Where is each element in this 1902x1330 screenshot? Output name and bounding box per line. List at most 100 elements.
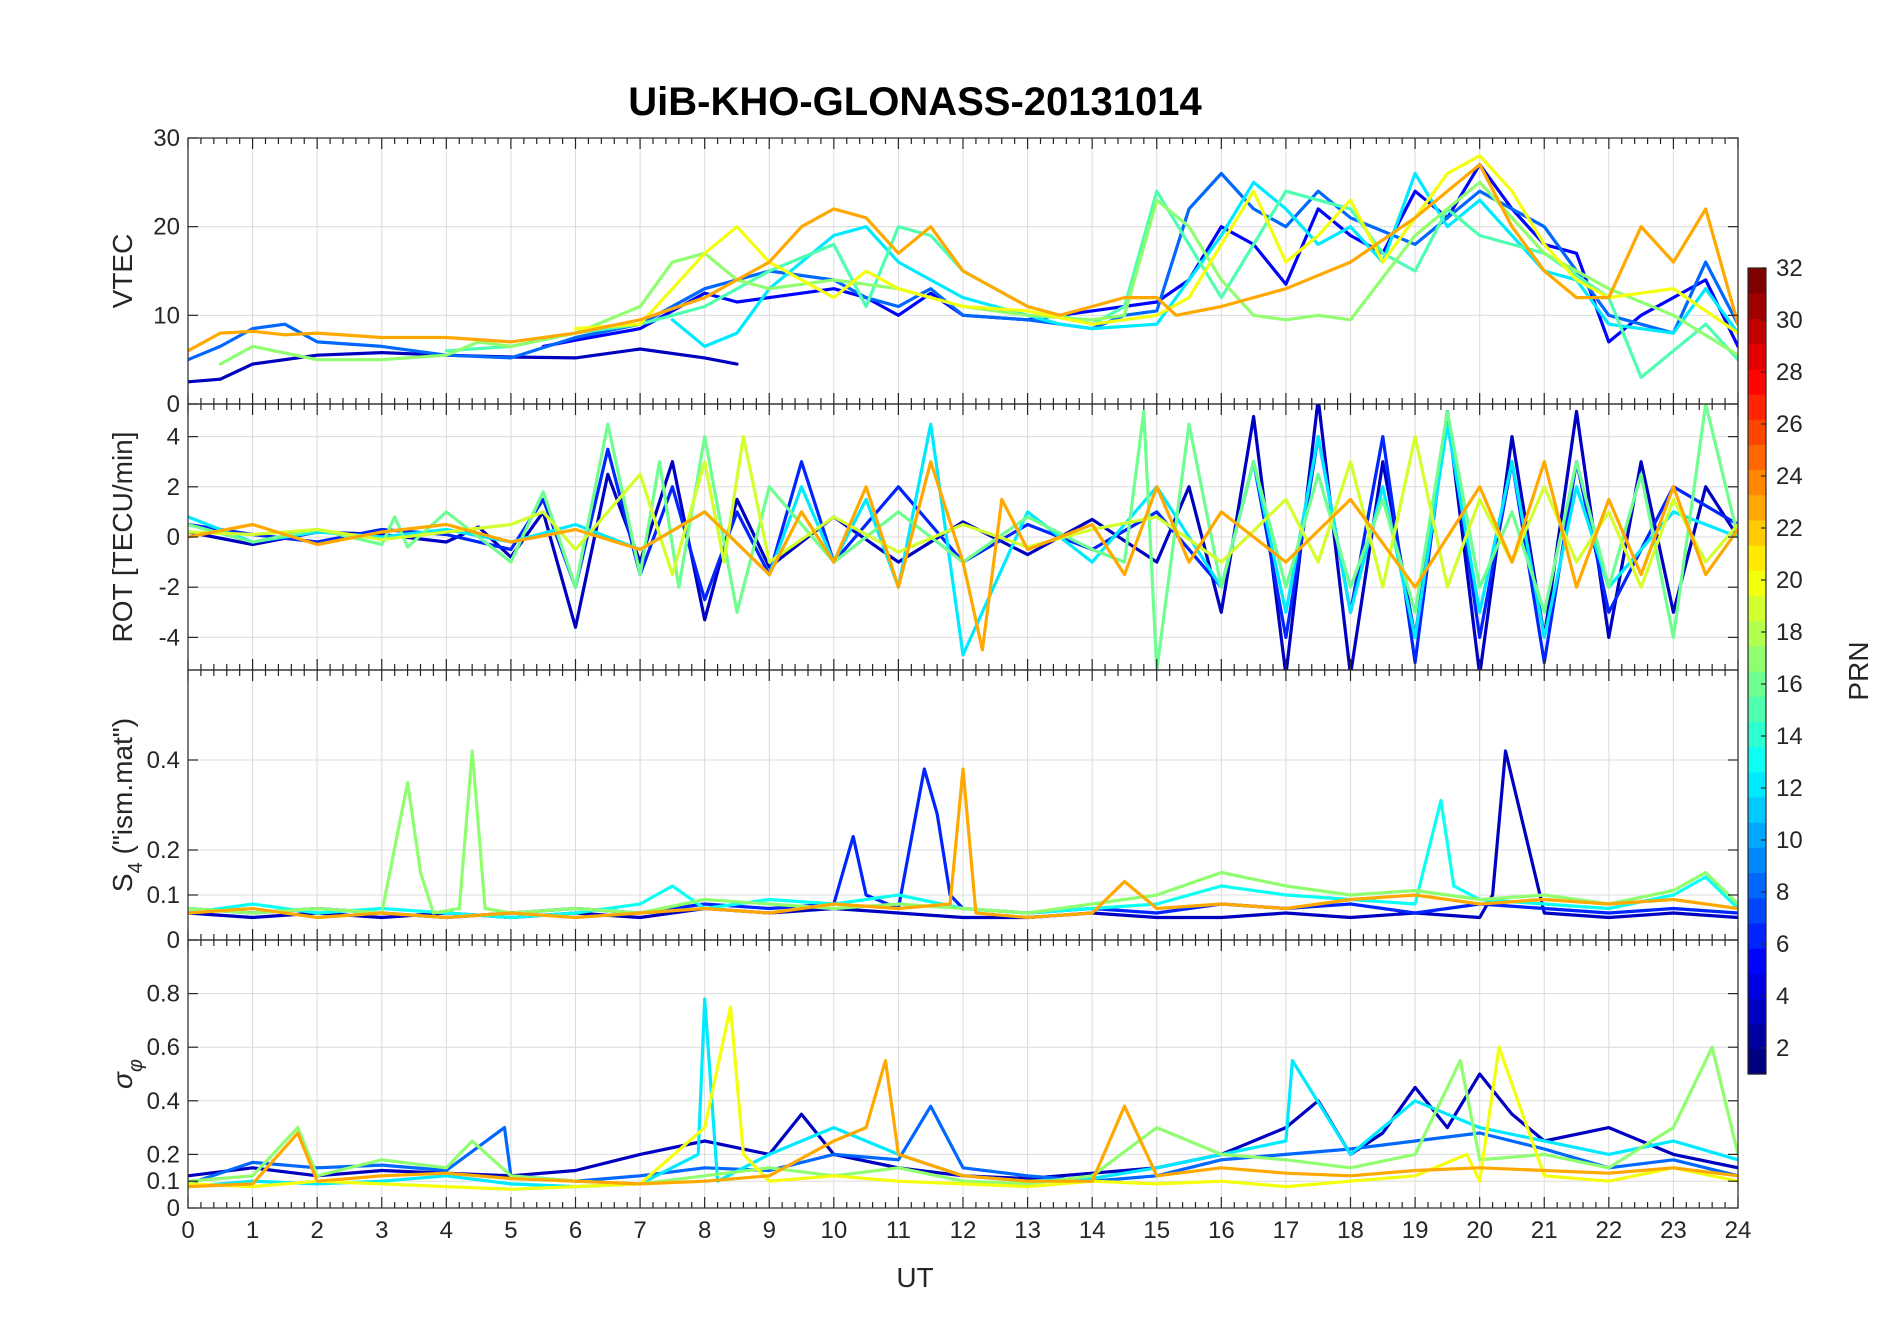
colorbar-tick-label: 30 [1776, 307, 1803, 334]
colorbar-swatch [1748, 293, 1766, 319]
y-tick-label: 10 [153, 302, 180, 329]
colorbar-tick-label: 18 [1776, 619, 1803, 646]
colorbar-swatch [1748, 645, 1766, 672]
y-tick-label: 0.2 [147, 1141, 180, 1168]
colorbar-swatch [1748, 494, 1766, 521]
colorbar-swatch [1748, 393, 1766, 420]
y-axis-label-sigma: σφ [107, 1059, 147, 1089]
series-prn-16 [188, 404, 1738, 670]
x-tick-label: 11 [886, 1217, 911, 1244]
colorbar-swatch [1748, 671, 1766, 697]
y-tick-label: 0.1 [147, 882, 180, 909]
colorbar-swatch [1748, 1023, 1766, 1050]
colorbar-swatch [1748, 268, 1766, 294]
x-tick-label: 5 [504, 1217, 517, 1244]
colorbar-tick-label: 12 [1776, 775, 1803, 802]
y-tick-label: 0.4 [147, 747, 180, 774]
panel-rot: -4 -2 0 2 4 ROT [TECU/min] [107, 403, 1739, 671]
colorbar-swatch [1748, 847, 1766, 874]
colorbar-tick-label: 20 [1776, 567, 1803, 594]
colorbar-swatch [1748, 822, 1766, 848]
x-tick-label: 8 [698, 1217, 711, 1244]
y-tick-label: 0.8 [147, 981, 180, 1008]
x-tick-label: 19 [1402, 1217, 1429, 1244]
colorbar-swatch [1748, 948, 1766, 974]
colorbar-tick-label: 28 [1776, 359, 1803, 386]
colorbar-swatch [1748, 696, 1766, 722]
series-prn-23 [188, 767, 1738, 920]
x-axis-label: UT [896, 1262, 933, 1293]
grid-s4 [187, 670, 1739, 941]
colorbar-swatch [1748, 796, 1766, 823]
series-group-vtec [188, 154, 1738, 384]
colorbar-swatch [1748, 973, 1766, 1000]
y-tick-label: 20 [153, 214, 180, 241]
x-tick-label: 9 [763, 1217, 776, 1244]
x-tick-label: 2 [310, 1217, 323, 1244]
x-tick-label: 16 [1208, 1217, 1235, 1244]
colorbar-frame [1747, 267, 1767, 1075]
x-tick-label: 0 [181, 1217, 194, 1244]
colorbar-tick-label: 2 [1776, 1035, 1789, 1062]
series-prn-23 [188, 460, 1738, 652]
colorbar-tick-label: 14 [1776, 723, 1803, 750]
x-tick-label: 20 [1466, 1217, 1493, 1244]
colorbar-tick-label: 8 [1776, 879, 1789, 906]
colorbar-label: PRN [1843, 641, 1874, 700]
x-tick-label: 23 [1660, 1217, 1687, 1244]
series-prn-17 [188, 1045, 1738, 1186]
colorbar-tick-label: 6 [1776, 931, 1789, 958]
series-prn-20 [573, 154, 1738, 335]
x-tick-label: 4 [440, 1217, 453, 1244]
y-axis-label-s4: S4 ("ism.mat") [107, 718, 147, 892]
colorbar-swatch [1748, 595, 1766, 622]
colorbar-swatch [1748, 922, 1766, 949]
panel-sigma: 00.10.2 0.4 0.6 0.8 σφ [107, 939, 1739, 1222]
y-tick-label: 0.2 [147, 837, 180, 864]
y-tick-label: 0 [167, 524, 180, 551]
x-ticks-vtec [187, 137, 1739, 405]
x-tick-label: 1 [246, 1217, 259, 1244]
series-prn-23 [188, 163, 1738, 353]
series-prn-8 [188, 171, 1738, 362]
y-tick-label: 0.1 [147, 1168, 180, 1195]
series-group-rot [188, 404, 1738, 670]
series-prn-5 [541, 163, 1738, 348]
y-tick-label: 0 [167, 927, 180, 954]
x-ticks-s4 [187, 670, 1739, 941]
series-prn-17 [188, 749, 1738, 915]
x-tick-label: 17 [1273, 1217, 1300, 1244]
x-tick-label: 13 [1014, 1217, 1041, 1244]
x-tick-label: 22 [1595, 1217, 1622, 1244]
colorbar-swatch [1748, 469, 1766, 496]
x-tick-label: 18 [1337, 1217, 1364, 1244]
y-tick-label: 0.4 [147, 1088, 180, 1115]
colorbar-tick-label: 16 [1776, 671, 1803, 698]
colorbar-swatch [1748, 318, 1766, 345]
colorbar-tick-label: 24 [1776, 463, 1803, 490]
colorbar-swatch [1748, 897, 1766, 924]
x-tick-label: 3 [375, 1217, 388, 1244]
series-group-s4 [188, 749, 1738, 920]
colorbar-swatch [1748, 545, 1766, 571]
colorbar-swatch [1748, 519, 1766, 546]
colorbar-tick-label: 4 [1776, 983, 1789, 1010]
y-tick-label: -4 [159, 624, 180, 651]
colorbar-swatch [1748, 368, 1766, 395]
x-tick-label: 12 [950, 1217, 977, 1244]
y-axis-label-vtec: VTEC [107, 234, 138, 309]
panel-vtec: 0 10 20 30 VTEC [107, 125, 1739, 418]
x-tick-label: 21 [1531, 1217, 1558, 1244]
colorbar-tick-label: 10 [1776, 827, 1803, 854]
colorbar-tick-label: 32 [1776, 255, 1803, 282]
colorbar-swatch [1748, 721, 1766, 748]
series-group-sigma [188, 997, 1738, 1191]
chart-title: UiB-KHO-GLONASS-20131014 [628, 80, 1202, 124]
x-tick-label: 10 [820, 1217, 847, 1244]
colorbar-swatch [1748, 1048, 1766, 1075]
x-tick-label: 6 [569, 1217, 582, 1244]
series-prn-20 [188, 1005, 1738, 1191]
x-tick-label: 24 [1725, 1217, 1752, 1244]
